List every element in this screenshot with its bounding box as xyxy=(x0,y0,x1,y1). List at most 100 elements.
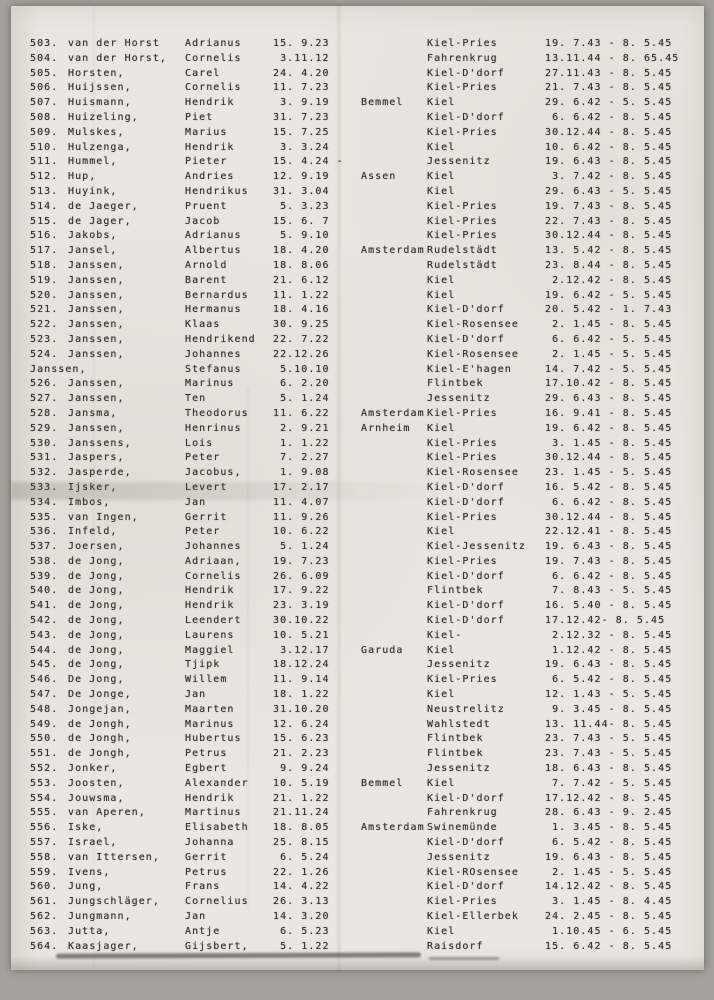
register-row: 537. Joersen, Johannes 5. 1.24 Kiel-Jesseni… xyxy=(30,540,696,555)
col-first-name: Arnold xyxy=(185,259,228,271)
col-first-name: Hubertus xyxy=(185,733,242,745)
col-surname: Jongejan, xyxy=(68,703,132,715)
col-birth-date: 3.12.17 xyxy=(273,644,330,656)
col-birth-date: 21. 1.22 xyxy=(273,792,330,804)
col-entry-number: 544. xyxy=(30,644,59,656)
col-period: 13. 5.42 - 8. 5.45 xyxy=(545,245,673,257)
col-location: Kiel xyxy=(427,97,456,109)
col-birth-date: 17. 2.17 xyxy=(273,481,361,496)
col-location: Kiel-Pries xyxy=(427,437,498,449)
col-first-name: Tjipk xyxy=(185,659,221,671)
col-first-name: Johanna xyxy=(185,837,235,849)
col-period: 29. 6.43 - 5. 5.45 xyxy=(545,185,673,197)
col-birth-place xyxy=(361,348,427,363)
col-period: 17.10.42 - 8. 5.45 xyxy=(545,378,673,390)
col-first-name: Jan xyxy=(185,496,207,508)
col-surname: Jouwsma, xyxy=(68,792,125,804)
col-birth-date: 21. 6.12 xyxy=(273,274,330,286)
register-row: 505. Horsten, Carel 24. 4.20 Kiel-D'dorf 27.1… xyxy=(30,67,696,82)
col-surname: Ivens, xyxy=(68,866,111,878)
register-row: 561. Jungschläger, Cornelius 26. 3.13 Kiel-P… xyxy=(30,895,696,910)
col-period: 19. 7.43 - 8. 5.45 xyxy=(545,38,673,49)
col-period: 16. 5.40 - 8. 5.45 xyxy=(545,600,673,612)
register-row: 527. Janssen, Ten 5. 1.24 Jessenitz 29. 6.43… xyxy=(30,392,696,407)
col-first-name: Marinus xyxy=(185,378,235,390)
register-row: 504. van der Horst, Cornelis 3.11.12 Fahren… xyxy=(30,52,696,67)
col-period: 19. 6.42 - 5. 5.45 xyxy=(545,289,673,301)
col-location: Kiel-Pries xyxy=(427,407,498,419)
col-surname: Janssen, xyxy=(68,333,125,345)
col-birth-place xyxy=(361,274,427,289)
col-entry-number: 513. xyxy=(30,185,59,197)
col-entry-number: 562. xyxy=(30,911,59,923)
col-first-name: Barent xyxy=(185,274,228,286)
register-row: 536. Infeld, Peter 10. 6.22 Kiel 22.12.41 - 8… xyxy=(30,525,696,540)
register-row: 516. Jakobs, Adrianus 5. 9.10 Kiel-Pries 30.… xyxy=(30,229,696,244)
col-birth-date: 19. 7.23 xyxy=(273,555,330,567)
register-row: 558. van Ittersen, Gerrit 6. 5.24 Jessenitz… xyxy=(30,851,696,866)
col-birth-date: 1. 1.22 xyxy=(273,437,330,449)
col-first-name: Marius xyxy=(185,126,228,138)
col-entry-number: 507. xyxy=(30,97,59,109)
col-location: Kiel xyxy=(427,526,456,538)
col-entry-number: 541. xyxy=(30,600,59,612)
col-period: 6. 6.42 - 8. 5.45 xyxy=(545,111,673,123)
col-entry-number: 536. xyxy=(30,526,59,538)
col-location: Kiel xyxy=(427,185,456,197)
col-birth-date: 11. 9.26 xyxy=(273,511,330,523)
register-row: 549. de Jongh, Marinus 12. 6.24 Wahlstedt 13.… xyxy=(30,718,696,733)
col-birth-date: 11. 7.23 xyxy=(273,82,330,94)
register-row: 559. Ivens, Petrus 22. 1.26 Kiel-ROsensee 2.… xyxy=(30,866,696,881)
col-entry-number: 563. xyxy=(30,925,59,937)
col-location: Kiel xyxy=(427,289,456,301)
col-birth-place xyxy=(361,792,427,807)
register-row: 541. de Jong, Hendrik 23. 3.19 Kiel-D'dorf 16… xyxy=(30,599,696,614)
col-period: 23. 7.43 - 5. 5.45 xyxy=(545,748,673,760)
col-surname: van Ittersen, xyxy=(68,851,160,863)
col-location: Kiel-D'dorf xyxy=(427,304,505,316)
col-entry-number: 512. xyxy=(30,171,59,183)
col-location: Rudelstädt xyxy=(427,259,498,271)
register-row: 534. Imbos, Jan 11. 4.07 Kiel-D'dorf 6. 6.42… xyxy=(30,496,696,511)
col-location: Kiel-D'dorf xyxy=(427,570,505,582)
col-first-name: Peter xyxy=(185,526,221,538)
col-surname: Janssen, xyxy=(68,319,125,331)
register-row: 526. Janssen, Marinus 6. 2.20 Flintbek 17.10… xyxy=(30,377,696,392)
register-row: 554. Jouwsma, Hendrik 21. 1.22 Kiel-D'dorf 17… xyxy=(30,792,696,807)
col-location: Kiel-D'dorf xyxy=(427,111,505,123)
col-first-name: Hendrik xyxy=(185,141,235,153)
vertical-crease xyxy=(247,386,249,910)
col-location: Kiel-Pries xyxy=(427,38,498,49)
col-period: 7. 7.42 - 5. 5.45 xyxy=(545,777,673,789)
register-row: 556. Iske, Elisabeth 18. 8.05 Amsterdam Swine… xyxy=(30,821,696,836)
col-entry-number: 549. xyxy=(30,718,59,730)
col-location: Kiel xyxy=(427,644,456,656)
register-row: 544. de Jong, Maggiel 3.12.17 Garuda Kiel 1.… xyxy=(30,644,696,659)
col-birth-place xyxy=(361,52,427,67)
col-surname: Janssen, xyxy=(68,259,125,271)
register-row: 524. Janssen, Johannes 22.12.26 Kiel-Rosense… xyxy=(30,348,696,363)
col-entry-number: 557. xyxy=(30,837,59,849)
col-location: Kiel-Pries xyxy=(427,126,498,138)
col-entry-number: 526. xyxy=(30,378,59,390)
col-birth-place xyxy=(361,688,427,703)
col-birth-date: 1. 9.08 xyxy=(273,467,330,479)
col-period: 29. 6.42 - 5. 5.45 xyxy=(545,97,673,109)
col-birth-date: 10. 5.19 xyxy=(273,777,330,789)
col-birth-place: Amsterdam xyxy=(361,822,425,834)
register-row: 509. Mulskes, Marius 15. 7.25 Kiel-Pries 30.1… xyxy=(30,126,696,141)
col-first-name: Egbert xyxy=(185,763,228,775)
col-period: 6. 5.42 - 8. 5.45 xyxy=(545,674,673,686)
col-first-name: Marinus xyxy=(185,718,235,730)
col-entry-number: 559. xyxy=(30,866,59,878)
col-surname: Iske, xyxy=(68,822,104,834)
col-surname: Imbos, xyxy=(68,496,111,508)
register-row: 533.Ijsker,Levert17. 2.17 Kiel-D'dorf 16. … xyxy=(30,481,696,496)
col-birth-date: 21. 2.23 xyxy=(273,748,330,760)
col-first-name: Leendert xyxy=(185,615,242,627)
col-birth-date: 21.11.24 xyxy=(273,807,330,819)
col-first-name: Willem xyxy=(185,674,228,686)
col-surname: Jungschläger, xyxy=(68,896,160,908)
col-first-name: Levert xyxy=(185,481,273,496)
col-period: 10. 6.42 - 8. 5.45 xyxy=(545,141,673,153)
